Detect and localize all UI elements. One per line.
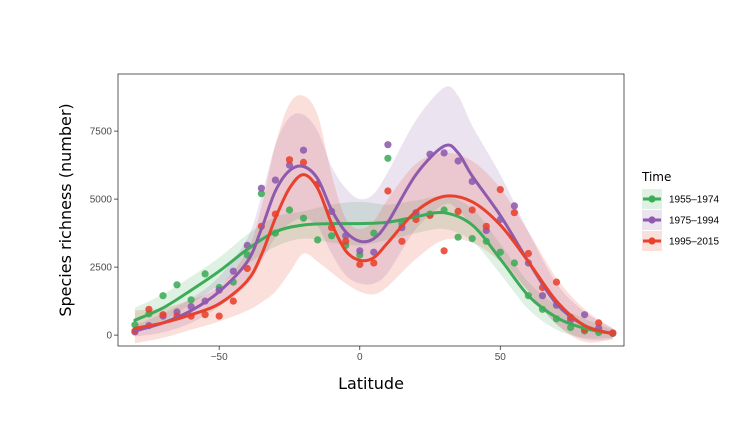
series-1-data-point xyxy=(496,248,504,256)
series-2-data-point xyxy=(285,161,294,169)
series-2-data-point xyxy=(271,176,279,184)
series-3-data-point xyxy=(468,206,476,214)
series-3-data-point xyxy=(510,209,518,217)
series-3-data-point xyxy=(299,158,308,166)
legend-key-point xyxy=(648,237,656,245)
y-tick-label: 5000 xyxy=(90,195,113,206)
series-1-data-point xyxy=(299,214,308,222)
series-1-data-point xyxy=(370,229,378,237)
x-tick-label: 50 xyxy=(495,352,507,363)
series-3-data-point xyxy=(524,249,533,258)
series-3-data-point xyxy=(496,186,504,194)
series-3-data-point xyxy=(440,247,448,255)
y-tick-label: 2500 xyxy=(90,263,113,274)
x-tick-label: 0 xyxy=(357,352,363,363)
series-2-data-point xyxy=(384,141,392,149)
series-1-data-point xyxy=(201,270,209,278)
legend-title: Time xyxy=(641,170,671,184)
series-3-data-point xyxy=(454,207,462,215)
series-2-data-point xyxy=(299,146,308,154)
legend-label: 1955–1974 xyxy=(669,195,719,206)
series-1-data-point xyxy=(468,235,476,243)
confidence-bands xyxy=(134,86,613,344)
series-3-data-point xyxy=(229,297,237,305)
series-1-data-point xyxy=(159,292,167,300)
smoothed-lines xyxy=(133,143,615,336)
legend-label: 1995–2015 xyxy=(669,237,719,248)
series-3-data-point xyxy=(384,187,392,195)
series-3-trend-line xyxy=(133,173,615,336)
legend-label: 1975–1994 xyxy=(669,216,719,227)
series-3-data-point xyxy=(285,156,294,164)
series-2-data-point xyxy=(454,157,462,165)
series-2-data-point xyxy=(581,311,589,319)
series-2-data-point xyxy=(356,247,364,255)
series-3-data-point xyxy=(370,259,378,267)
legend-key-point xyxy=(648,216,656,224)
series-3-data-point xyxy=(552,278,561,286)
series-1-data-point xyxy=(328,232,336,240)
series-3-data-point xyxy=(595,319,603,327)
legend-item-2: 1975–1994 xyxy=(642,210,719,230)
legend: Time 1955–1974 1975–1994 1995–2015 xyxy=(641,170,719,251)
x-tick-label: −50 xyxy=(211,352,228,363)
series-2-data-point xyxy=(257,184,265,192)
series-2-confidence-band xyxy=(134,86,613,341)
y-axis-title: Species richness (number) xyxy=(56,103,75,316)
series-2-data-point xyxy=(370,248,378,256)
series-1-data-point xyxy=(510,259,518,267)
series-3-data-point xyxy=(201,311,209,319)
series-1-data-point xyxy=(454,233,462,241)
legend-item-3: 1995–2015 xyxy=(642,231,719,251)
y-tick-label: 7500 xyxy=(90,127,113,138)
series-1-data-point xyxy=(314,236,322,244)
y-tick-label: 0 xyxy=(106,331,112,342)
series-2-data-point xyxy=(440,149,448,157)
series-3-data-point xyxy=(215,312,223,320)
series-1-data-point xyxy=(285,206,294,214)
series-1-data-point xyxy=(384,154,392,162)
series-1-data-point xyxy=(187,296,195,304)
series-2-data-point xyxy=(510,202,518,210)
series-2-data-point xyxy=(229,267,237,275)
series-2-data-point xyxy=(538,292,547,300)
plot-panel-border xyxy=(117,73,625,347)
series-1-confidence-band xyxy=(134,196,613,339)
legend-item-1: 1955–1974 xyxy=(642,189,719,209)
legend-key-point xyxy=(648,195,656,203)
series-2-trend-line xyxy=(133,143,615,336)
series-3-data-point xyxy=(482,222,490,230)
series-3-data-point xyxy=(159,311,167,319)
series-3-data-point xyxy=(356,260,364,268)
series-3-data-point xyxy=(398,237,406,245)
x-axis-title: Latitude xyxy=(338,374,404,393)
series-3-confidence-band xyxy=(134,95,613,344)
series-1-data-point xyxy=(257,190,265,198)
series-1-trend-line xyxy=(133,210,615,335)
series-1-data-point xyxy=(173,281,181,289)
series-3-data-point xyxy=(145,305,153,313)
x-axis-ticks: −50 0 50 xyxy=(211,346,507,363)
y-axis-ticks: 0 2500 5000 7500 xyxy=(90,127,118,342)
series-3-data-point xyxy=(342,237,350,245)
